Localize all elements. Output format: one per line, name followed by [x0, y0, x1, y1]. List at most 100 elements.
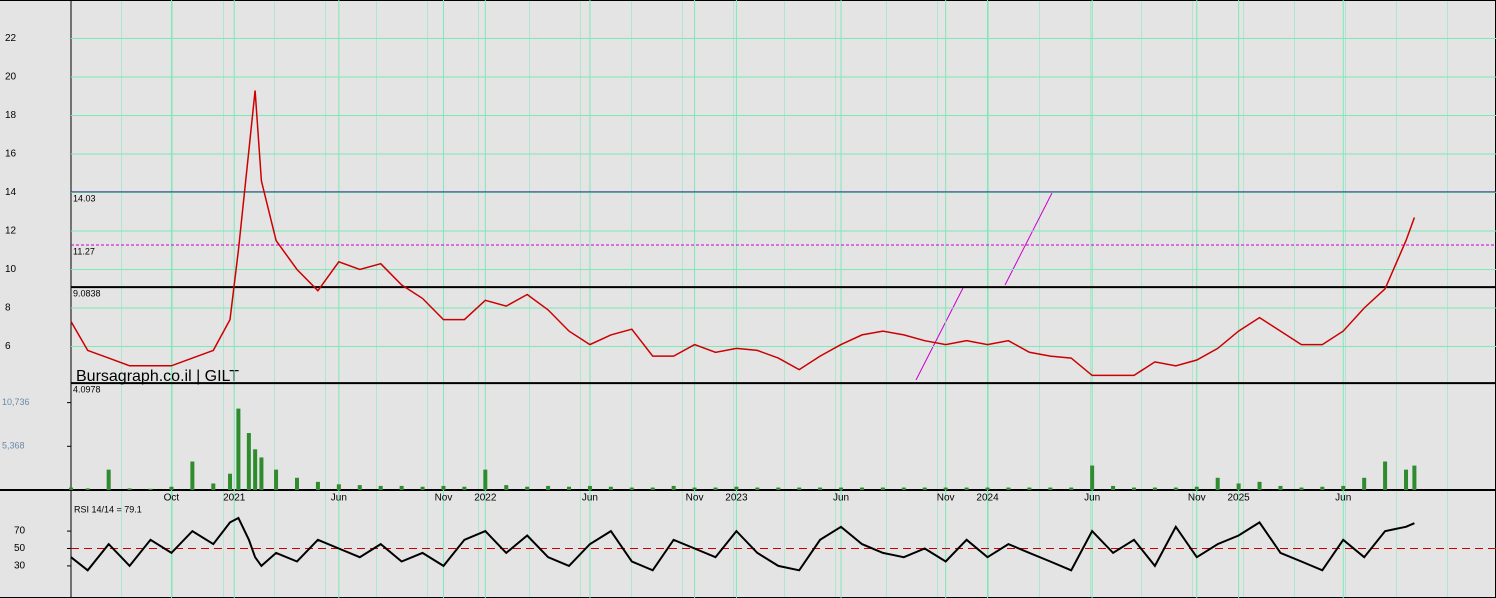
x-tick-label: Jun	[833, 493, 849, 504]
volume-bar	[246, 433, 251, 490]
reference-label: 4.0978	[73, 384, 101, 394]
volume-bar	[692, 487, 697, 490]
volume-bar	[69, 487, 73, 490]
volume-bar	[1236, 483, 1241, 490]
y-tick-label: 20	[5, 72, 17, 83]
volume-bar	[357, 485, 362, 490]
volume-bar	[1131, 487, 1136, 490]
volume-bar	[797, 487, 802, 490]
x-tick-label: 2024	[976, 493, 999, 504]
volume-bar	[399, 485, 404, 490]
x-tick-label: Nov	[1188, 493, 1206, 504]
volume-bar	[1027, 487, 1032, 490]
x-tick-label: Jun	[1084, 493, 1100, 504]
volume-bar	[420, 486, 425, 490]
volume-bar	[1069, 487, 1074, 490]
volume-bar	[1299, 487, 1304, 490]
volume-bar	[1412, 465, 1417, 490]
volume-bar	[259, 457, 264, 490]
y-tick-label: 8	[5, 303, 11, 314]
volume-bar	[734, 486, 739, 490]
volume-bar	[504, 485, 509, 490]
y-tick-label: 50	[14, 543, 26, 554]
volume-bar	[713, 487, 718, 490]
volume-bar	[1173, 487, 1178, 490]
volume-bar	[1111, 485, 1116, 490]
volume-bar	[525, 486, 530, 490]
volume-bar	[1215, 477, 1220, 490]
rsi-title: RSI 14/14 = 79.1	[74, 504, 142, 514]
volume-bar	[294, 477, 299, 490]
y-tick-label: 22	[5, 33, 17, 44]
volume-bar	[1048, 487, 1053, 490]
volume-bar	[1090, 465, 1095, 490]
y-tick-label: 10,736	[2, 397, 30, 407]
volume-bar	[650, 487, 655, 490]
x-tick-label: Oct	[164, 493, 180, 504]
volume-bar	[1152, 487, 1157, 490]
volume-bar	[671, 485, 676, 490]
y-tick-label: 70	[14, 526, 26, 537]
volume-bar	[859, 487, 864, 490]
x-tick-label: Jun	[582, 493, 598, 504]
x-tick-label: 2021	[223, 493, 246, 504]
volume-bar	[1341, 485, 1346, 490]
volume-bar	[169, 486, 174, 490]
volume-bar	[1362, 477, 1367, 490]
volume-bar	[483, 469, 488, 490]
x-tick-label: 2023	[725, 493, 748, 504]
volume-bar	[148, 488, 153, 490]
reference-label: 11.27	[73, 246, 95, 256]
volume-bar	[315, 481, 320, 490]
data-line	[70, 90, 1416, 377]
volume-bar	[755, 487, 760, 490]
volume-bar	[608, 486, 613, 490]
volume-bar	[211, 483, 216, 490]
volume-bar	[776, 487, 781, 490]
volume-bar	[964, 487, 969, 490]
x-tick-label: Nov	[435, 493, 453, 504]
volume-bar	[1278, 485, 1283, 490]
data-line	[70, 516, 1415, 572]
volume-bar	[441, 485, 446, 490]
volume-bar	[228, 473, 233, 490]
x-tick-label: 2025	[1227, 493, 1250, 504]
x-tick-label: Nov	[686, 493, 704, 504]
y-tick-label: 30	[14, 561, 26, 572]
volume-bar	[1383, 461, 1388, 490]
y-tick-label: 6	[5, 341, 11, 352]
vertical-grid	[71, 0, 1496, 598]
volume-bar	[378, 485, 383, 490]
y-tick-label: 14	[5, 187, 17, 198]
watermark: Bursagraph.co.il | GILT	[76, 368, 239, 385]
volume-bar	[106, 469, 111, 490]
volume-bar	[985, 487, 990, 490]
x-tick-label: 2022	[474, 493, 497, 504]
y-tick-label: 5,368	[2, 441, 25, 451]
volume-bar	[922, 487, 927, 490]
volume-bar	[1404, 469, 1409, 490]
volume-bar	[587, 485, 592, 490]
volume-bar	[274, 469, 279, 490]
volume-bar	[567, 486, 572, 490]
volume-bar	[253, 449, 258, 490]
volume-bar	[336, 484, 341, 490]
volume-bar	[546, 485, 551, 490]
reference-label: 9.0838	[73, 289, 101, 299]
volume-bar	[629, 487, 634, 490]
x-tick-label: Jun	[1335, 493, 1351, 504]
y-tick-label: 10	[5, 264, 17, 275]
volume-bar	[880, 487, 885, 490]
x-tick-label: Nov	[937, 493, 955, 504]
volume-bar	[839, 487, 844, 490]
volume-bar	[462, 486, 467, 490]
volume-bar	[901, 487, 906, 490]
y-tick-label: 12	[5, 226, 17, 237]
x-tick-label: Jun	[331, 493, 347, 504]
volume-bar	[236, 408, 241, 490]
volume-bar	[1257, 481, 1262, 490]
reference-label: 14.03	[73, 193, 96, 203]
volume-bar	[190, 461, 195, 490]
